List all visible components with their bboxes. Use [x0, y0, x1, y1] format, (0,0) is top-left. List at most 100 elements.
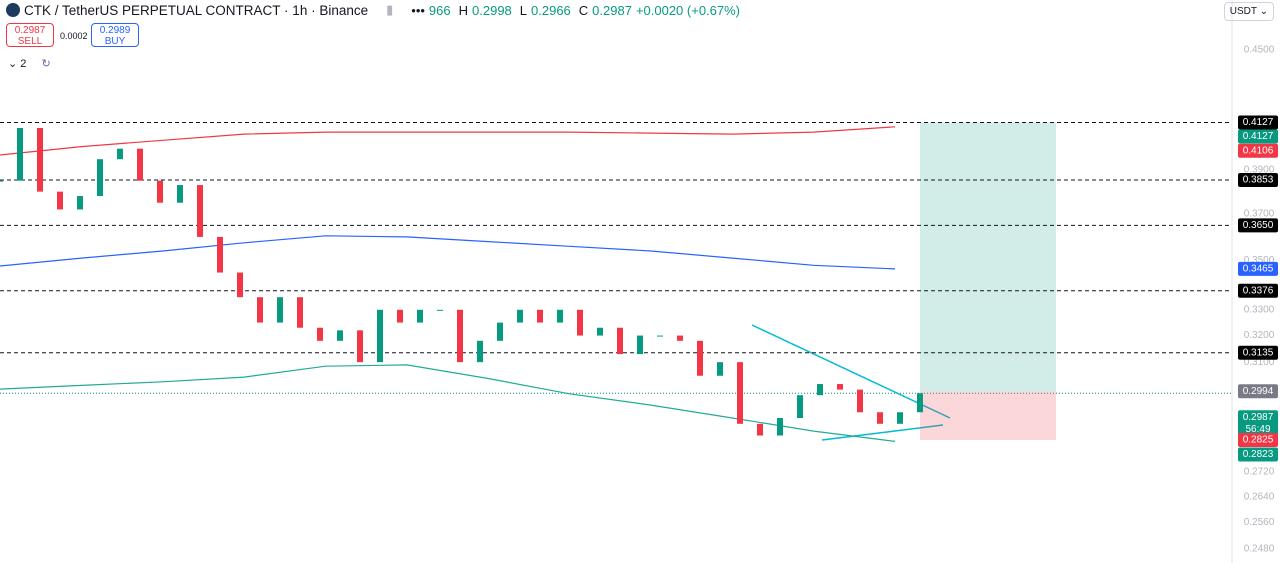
- change: +0.0020 (+0.67%): [635, 2, 741, 18]
- more[interactable]: •••: [411, 2, 425, 18]
- price-label: 0.2987: [1243, 412, 1274, 423]
- price-label: 0.3135: [1243, 347, 1274, 358]
- price-label: 0.4127: [1243, 131, 1274, 142]
- candle: [477, 340, 483, 363]
- currency: USDT: [1229, 6, 1257, 17]
- candle: [297, 297, 303, 328]
- candle: [157, 180, 163, 203]
- candle: [377, 309, 383, 363]
- price-label-bg: [1238, 432, 1278, 447]
- price-label: 0.4127: [1243, 117, 1274, 128]
- low-value: 0.2966: [531, 2, 571, 18]
- y-tick-label: 0.3300: [1244, 304, 1275, 315]
- candle: [557, 309, 563, 323]
- open-value: 966: [428, 2, 451, 18]
- y-tick-label: 0.3500: [1244, 255, 1275, 266]
- candle: [77, 196, 83, 210]
- candle: [637, 335, 643, 355]
- candle: [437, 309, 443, 311]
- sell-price: 0.2987: [14, 25, 46, 36]
- price-label: 0.2825: [1243, 435, 1274, 446]
- price-label: 0.4106: [1243, 145, 1274, 156]
- candle: [657, 335, 663, 337]
- candle: [457, 309, 463, 363]
- y-tick-label: 0.3900: [1244, 165, 1275, 176]
- buy-button[interactable]: 0.2989 BUY: [91, 23, 139, 47]
- candle: [917, 393, 923, 413]
- candle: [117, 148, 123, 160]
- price-label-bg: [1238, 173, 1278, 188]
- candle: [617, 327, 623, 355]
- candle: [0, 180, 3, 182]
- y-tick-label: 0.2480: [1244, 544, 1275, 555]
- candle: [397, 309, 403, 323]
- candle: [517, 309, 523, 323]
- candle: [257, 297, 263, 323]
- candle: [597, 327, 603, 336]
- candle: [37, 127, 43, 192]
- candle: [577, 309, 583, 336]
- price-label-bg: [1238, 447, 1278, 462]
- candle: [357, 330, 363, 363]
- y-tick-label: 0.3100: [1244, 357, 1275, 368]
- candle: [17, 127, 23, 181]
- countdown: 56:49: [1245, 424, 1270, 435]
- candle: [537, 309, 543, 323]
- band-line: [0, 126, 896, 156]
- candle: [177, 185, 183, 203]
- close-value: 0.2987: [592, 2, 632, 18]
- price-label-bg: [1238, 283, 1278, 298]
- price-label-bg: [1238, 345, 1278, 360]
- currency-select[interactable]: USDT ⌄: [1223, 2, 1274, 21]
- price-label-bg: [1238, 143, 1278, 158]
- candle: [817, 384, 823, 396]
- high-label: H: [458, 2, 469, 18]
- band-line: [0, 364, 896, 442]
- candle: [737, 362, 743, 424]
- sell-button[interactable]: 0.2987 SELL: [6, 23, 54, 47]
- buy-label: BUY: [104, 36, 126, 47]
- candle: [797, 395, 803, 419]
- y-tick-label: 0.2720: [1244, 466, 1275, 477]
- sell-label: SELL: [17, 36, 43, 47]
- candle: [417, 309, 423, 323]
- spread: 0.0002: [60, 31, 88, 41]
- buy-price: 0.2989: [99, 25, 131, 36]
- candle: [237, 272, 243, 298]
- price-label: 0.3376: [1243, 285, 1274, 296]
- candle: [697, 340, 703, 376]
- candle: [837, 384, 843, 390]
- symbol[interactable]: CTK / TetherUS PERPETUAL CONTRACT · 1h ·…: [24, 2, 369, 18]
- y-tick-label: 0.2560: [1244, 517, 1275, 528]
- indicators-toggle[interactable]: ⌄ 2 ↻: [8, 58, 51, 70]
- candle: [137, 148, 143, 181]
- candle: [197, 185, 203, 237]
- candle: [717, 362, 723, 376]
- y-tick-label: 0.3200: [1244, 330, 1275, 341]
- high-value: 0.2998: [472, 2, 512, 18]
- candle: [57, 191, 63, 210]
- close-label: C: [578, 2, 589, 18]
- price-label-bg: [1238, 384, 1278, 399]
- candle: [337, 330, 343, 341]
- candle: [677, 335, 683, 341]
- candle: [897, 412, 903, 424]
- profit-zone: [920, 122, 1056, 392]
- price-label: 0.3853: [1243, 175, 1274, 186]
- candle: [877, 412, 883, 424]
- price-label: 0.3465: [1243, 264, 1274, 275]
- trend-line: [821, 424, 944, 441]
- price-label-bg: [1238, 115, 1278, 130]
- candle: [317, 327, 323, 341]
- price-label: 0.2823: [1243, 449, 1274, 460]
- header: CTK / TetherUS PERPETUAL CONTRACT · 1h ·…: [6, 2, 740, 18]
- price-label-bg: [1238, 218, 1278, 233]
- price-label-bg: [1238, 261, 1278, 276]
- flag[interactable]: ▮: [386, 2, 394, 17]
- candle: [777, 418, 783, 436]
- price-label-bg: [1238, 410, 1278, 437]
- band-line: [0, 235, 896, 270]
- loss-zone: [920, 391, 1056, 440]
